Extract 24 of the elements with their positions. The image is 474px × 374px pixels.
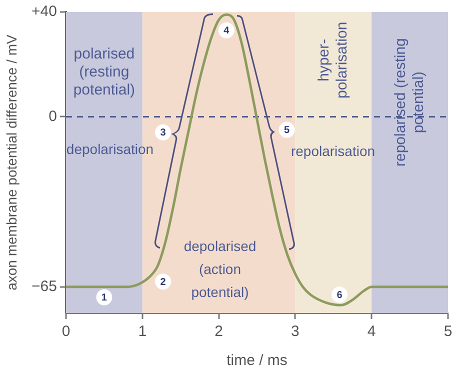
x-tick-label: 1 bbox=[138, 323, 147, 340]
x-tick-label: 0 bbox=[62, 323, 70, 340]
annotation: depolarisation bbox=[66, 140, 154, 157]
y-tick-label: −65 bbox=[32, 278, 57, 295]
line-series bbox=[66, 13, 448, 306]
x-tick-label: 3 bbox=[291, 323, 300, 340]
x-tick-label: 2 bbox=[214, 323, 223, 340]
band-label: hyper-polarisation bbox=[316, 22, 351, 99]
annotation: 6 bbox=[336, 290, 343, 301]
x-tick-label: 4 bbox=[367, 323, 376, 340]
annotation: 4 bbox=[224, 26, 230, 37]
y-tick-label: +40 bbox=[32, 3, 57, 20]
annotation: 1 bbox=[101, 292, 108, 304]
annotation: 3 bbox=[160, 128, 166, 139]
annotation: 2 bbox=[160, 276, 166, 288]
y-tick-label: 0 bbox=[48, 108, 57, 125]
annotation: 5 bbox=[284, 125, 290, 136]
annotation: repolarisation bbox=[290, 142, 376, 159]
y-axis-title: axon membrane potential difference / mV bbox=[3, 34, 20, 290]
x-axis-title: time / ms bbox=[226, 352, 288, 370]
annotation: depolarised (action potential) bbox=[184, 238, 256, 300]
x-tick-label: 5 bbox=[444, 323, 452, 340]
band-label: polarised (resting potential) bbox=[73, 45, 136, 98]
band-label: repolarised (resting potential) bbox=[392, 38, 427, 167]
